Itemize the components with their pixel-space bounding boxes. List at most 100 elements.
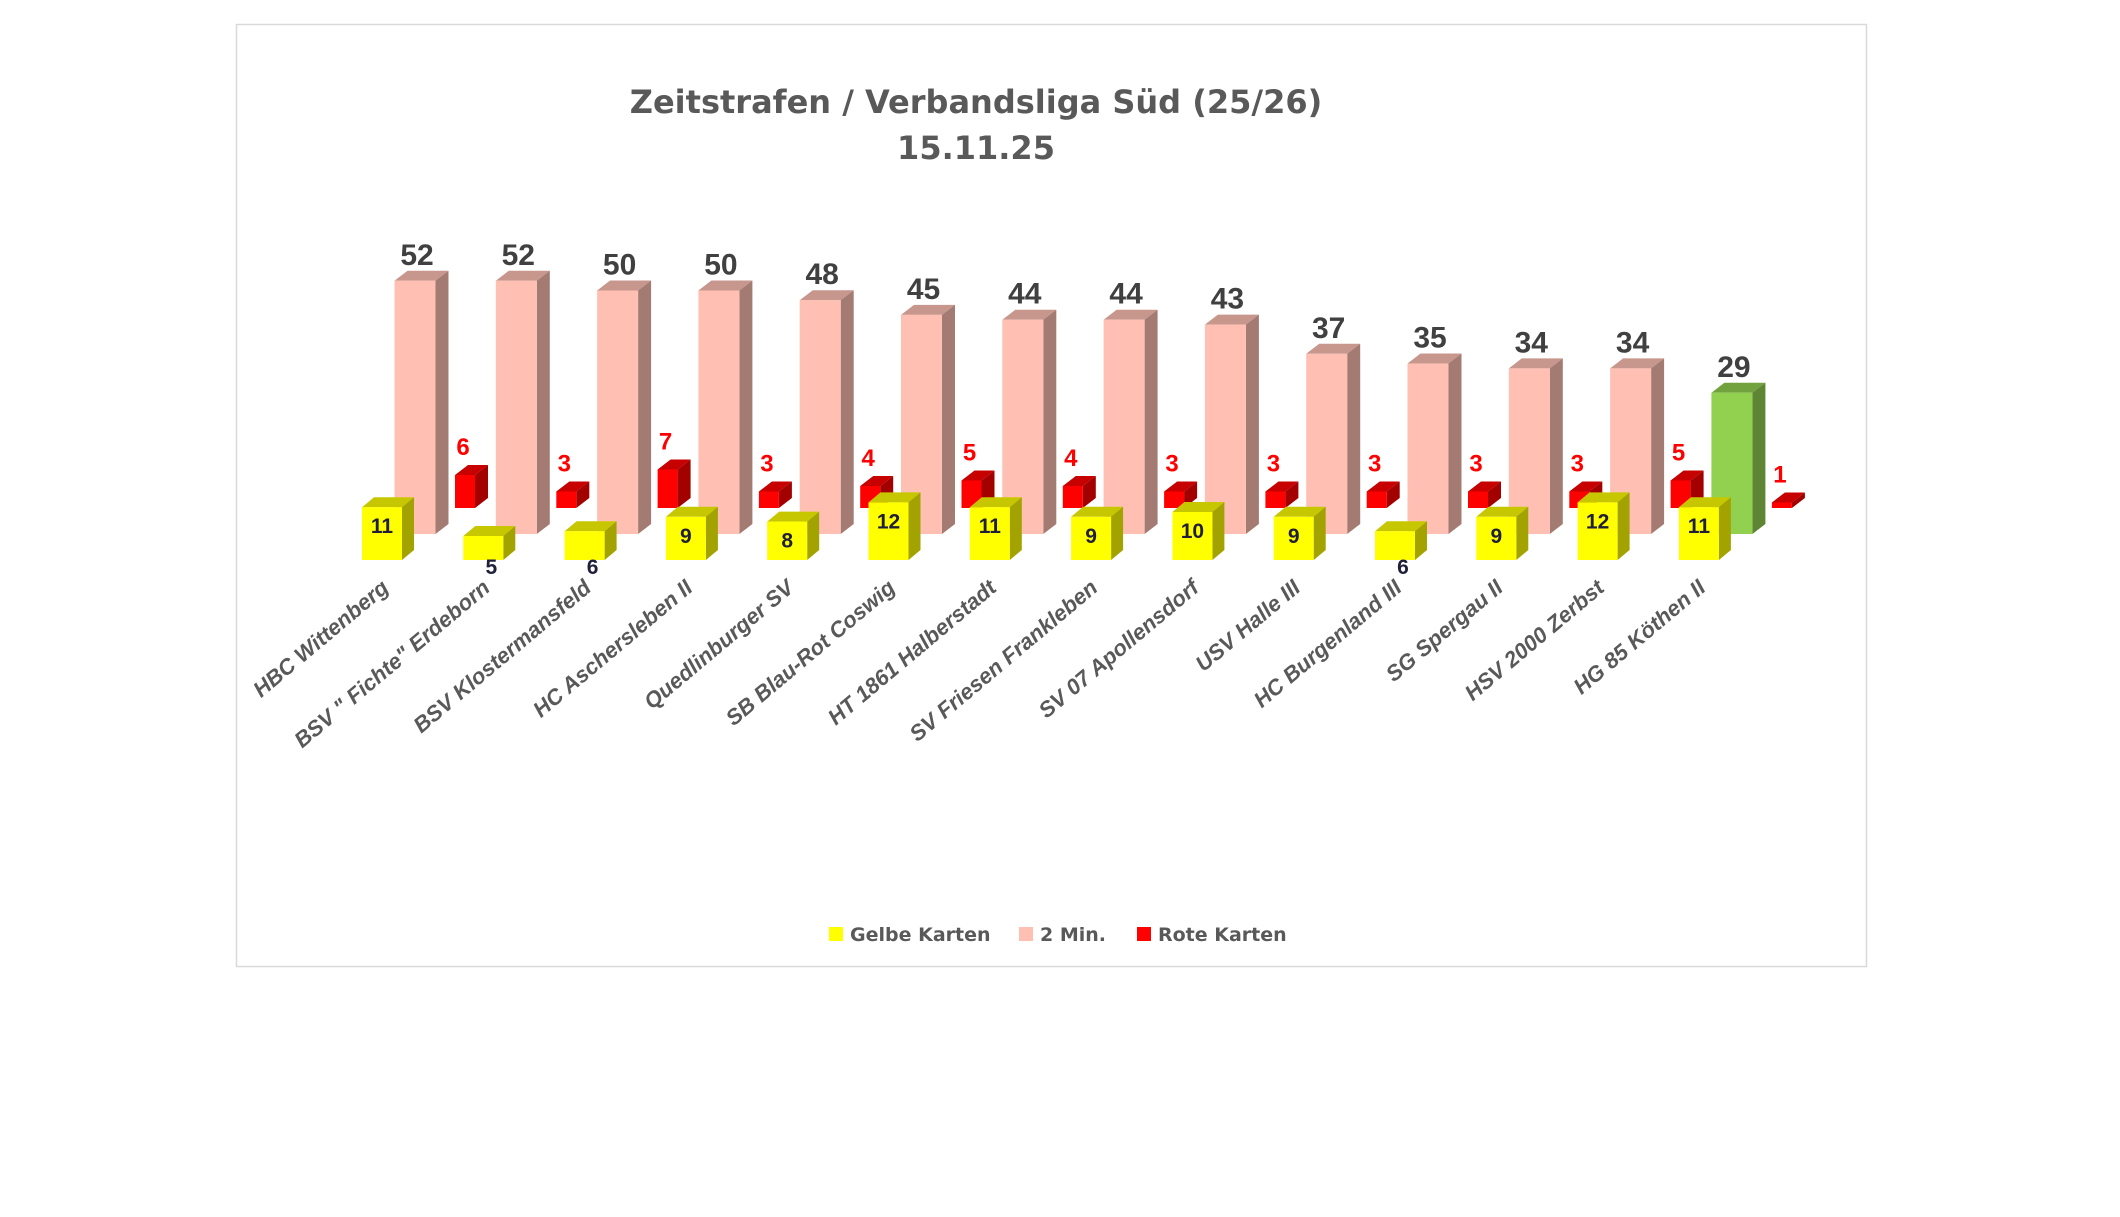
data-label-2-min: 34	[1515, 326, 1549, 359]
bar-rote-karten	[455, 465, 488, 508]
bar-rote-karten-side	[1285, 481, 1299, 508]
bar-gelbe-karten-front	[1172, 512, 1213, 560]
bar-rote-karten-top	[657, 459, 691, 470]
bar-gelbe-karten	[1273, 506, 1326, 560]
bar-2-min-top	[799, 290, 854, 301]
bar-gelbe-karten-side	[1313, 506, 1326, 560]
bar-rote-karten-top	[1366, 481, 1400, 492]
bar-gelbe-karten-front	[969, 507, 1010, 560]
chart-title: Zeitstrafen / Verbandsliga Süd (25/26)	[630, 83, 1322, 121]
data-label-gelbe-karten: 5	[485, 556, 497, 579]
bar-2-min-side	[1144, 309, 1158, 534]
bar-rote-karten	[1062, 476, 1096, 508]
data-label-2-min: 45	[907, 273, 940, 306]
data-label-2-min: 43	[1211, 283, 1244, 316]
bar-gelbe-karten-front	[665, 516, 706, 560]
bar-rote-karten-front	[1670, 480, 1691, 508]
bar-gelbe-karten	[463, 526, 516, 560]
data-label-2-min: 35	[1413, 322, 1446, 355]
bar-gelbe-karten	[1476, 506, 1529, 560]
bar-2-min-top	[901, 304, 955, 315]
data-label-gelbe-karten: 11	[979, 515, 1002, 538]
bar-gelbe-karten-front	[1071, 516, 1112, 560]
bar-rote-karten-top	[1771, 492, 1805, 503]
bar-rote-karten-top	[455, 465, 488, 475]
legend-marker-rote-karten	[1137, 927, 1151, 941]
bar-rote-karten-top	[860, 476, 894, 486]
legend-marker-2-min	[1019, 927, 1033, 941]
bar-2-min-top	[394, 270, 449, 281]
bar-gelbe-karten-side	[807, 511, 820, 560]
bar-gelbe-karten-top	[1071, 506, 1124, 517]
data-label-2-min: 52	[502, 239, 535, 272]
bar-2-min-side	[1043, 309, 1057, 534]
bar-2-min	[799, 290, 854, 534]
bar-2-min-front	[597, 290, 639, 534]
legend-label-gelbe-karten: Gelbe Karten	[850, 924, 991, 946]
bar-rote-karten-front	[1265, 491, 1286, 508]
bar-rote-karten	[1265, 481, 1299, 508]
data-label-rote-karten: 3	[1469, 451, 1482, 478]
bar-rote-karten	[657, 459, 691, 508]
bar-2-min-side	[1752, 382, 1766, 534]
bar-2-min-side	[536, 270, 550, 534]
data-label-rote-karten: 4	[862, 445, 876, 472]
data-label-2-min: 44	[1109, 278, 1143, 311]
bar-gelbe-karten-side	[1212, 502, 1225, 560]
bar-rote-karten-top	[556, 481, 590, 492]
data-label-2-min: 29	[1717, 351, 1750, 384]
bar-2-min-side	[435, 270, 449, 534]
bar-gelbe-karten-top	[868, 492, 921, 503]
bar-2-min-side	[739, 280, 753, 534]
legend: Gelbe Karten 2 Min. Rote Karten	[829, 924, 1287, 946]
bar-rote-karten-front	[455, 475, 475, 508]
legend-label-rote-karten: Rote Karten	[1158, 924, 1287, 946]
bar-gelbe-karten-side	[1111, 506, 1124, 560]
bar-gelbe-karten-top	[1678, 497, 1731, 508]
data-label-gelbe-karten: 8	[781, 530, 793, 553]
bar-gelbe-karten-side	[1009, 497, 1022, 560]
data-label-2-min: 50	[704, 249, 737, 282]
legend-item-2-min: 2 Min.	[1019, 924, 1106, 946]
bar-rote-karten	[556, 481, 590, 508]
bar-rote-karten-top	[758, 481, 792, 492]
bar-rote-karten-side	[576, 481, 590, 508]
bar-2-min-front	[1204, 324, 1246, 534]
data-label-rote-karten: 3	[1165, 451, 1178, 478]
bar-gelbe-karten-side	[503, 526, 516, 560]
bar-gelbe-karten-side	[1718, 497, 1731, 560]
bar-2-min	[394, 270, 449, 534]
bar-gelbe-karten	[1678, 497, 1731, 560]
bar-rote-karten-front	[1164, 491, 1185, 508]
bar-gelbe-karten	[665, 506, 718, 560]
bar-gelbe-karten-front	[1273, 516, 1314, 560]
bar-2-min	[1610, 358, 1665, 534]
bar-2-min-top	[698, 280, 753, 291]
bar-2-min-top	[1306, 343, 1361, 354]
bar-2-min	[1711, 382, 1766, 534]
bar-2-min	[1204, 314, 1259, 534]
bar-rote-karten-top	[1670, 470, 1704, 481]
bar-gelbe-karten	[969, 497, 1022, 560]
bar-rote-karten-front	[1062, 486, 1083, 508]
bar-gelbe-karten-top	[767, 511, 820, 522]
data-label-gelbe-karten: 9	[1288, 525, 1300, 548]
legend-label-2-min: 2 Min.	[1040, 924, 1106, 946]
bar-rote-karten-side	[677, 459, 691, 508]
bar-2-min-top	[1508, 358, 1563, 369]
bar-2-min-front	[1306, 353, 1348, 534]
bar-rote-karten	[1164, 481, 1198, 508]
data-label-rote-karten: 1	[1773, 462, 1786, 489]
bar-2-min-top	[495, 270, 550, 281]
data-label-2-min: 44	[1008, 278, 1042, 311]
data-label-rote-karten: 3	[1571, 451, 1584, 478]
bar-rote-karten-front	[961, 480, 982, 508]
data-label-rote-karten: 6	[456, 434, 469, 461]
data-label-2-min: 50	[603, 249, 636, 282]
bar-gelbe-karten-front	[362, 507, 402, 560]
data-label-gelbe-karten: 12	[877, 510, 900, 533]
bar-2-min-front	[1508, 368, 1550, 534]
bar-2-min-side	[1651, 358, 1665, 534]
bar-rote-karten	[1366, 481, 1400, 508]
